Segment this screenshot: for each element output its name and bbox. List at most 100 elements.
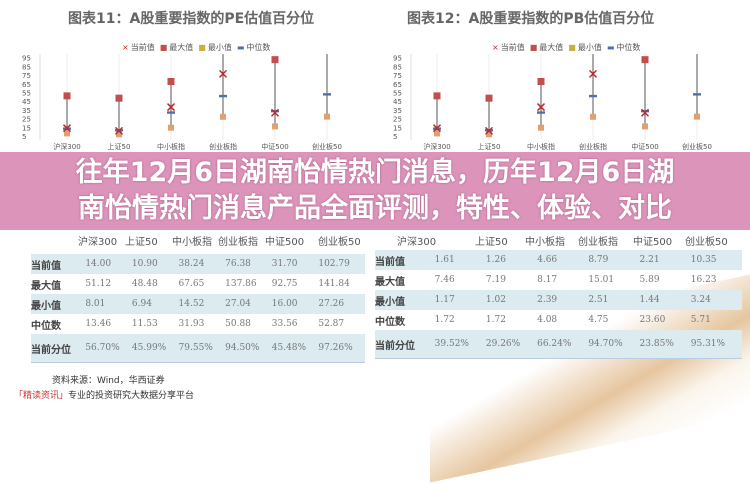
legend-item: ■ 最大值: [160, 42, 194, 53]
table-cell: 31.93: [178, 319, 205, 329]
x-marker-icon: ×: [492, 43, 499, 52]
table-cell: 14.00: [85, 259, 112, 269]
pe-panel: 图表11：A股重要指数的PE估值百分位 × 当前值 ■ 最大值 ■ 最小值 ▬ 中位数 …: [0, 0, 375, 401]
median-marker: [167, 111, 175, 114]
footer-clipped: 「精读资讯」专业的投资研究大数据分享平台: [14, 388, 194, 401]
table-row: 最大值 51.12 48.48 67.65 137.86 92.75 141.84: [31, 274, 365, 294]
x-tick-label: 中小板指: [527, 142, 555, 151]
row-label: 最大值: [31, 280, 61, 292]
table-cell: 1.61: [434, 255, 455, 265]
legend-label: 最大值: [169, 43, 194, 52]
row-label: 最大值: [375, 276, 405, 288]
table-cell: 10.90: [131, 259, 158, 269]
table-cell: 16.23: [690, 275, 717, 285]
x-tick-label: 沪深300: [423, 142, 450, 151]
square-marker-icon: ■: [198, 43, 206, 52]
table-cell: 1.02: [485, 295, 506, 305]
x-tick-label: 创业板指: [209, 142, 237, 151]
source-note: 资料来源：Wind，华西证券: [52, 376, 165, 386]
x-tick-label: 创业板50: [312, 142, 342, 151]
square-marker-icon: ■: [529, 43, 538, 52]
min-marker: [590, 113, 596, 120]
column-header: 中小板指: [172, 237, 212, 248]
table-cell: 14.52: [178, 299, 205, 309]
table-cell: 51.12: [85, 279, 112, 289]
y-tick-label: 75: [22, 72, 31, 80]
footer-brand: 「精读资讯」: [14, 391, 69, 401]
column-header: 创业板指: [578, 237, 618, 248]
legend-label: 最小值: [207, 43, 232, 52]
legend-item: ▬ 中位数: [607, 42, 641, 53]
table-cell: 45.48%: [271, 343, 307, 353]
median-marker: [219, 94, 227, 98]
table-cell: 5.89: [639, 275, 660, 285]
table-cell: 7.19: [485, 275, 506, 285]
y-tick-label: 25: [393, 116, 402, 124]
dash-marker-icon: ▬: [236, 43, 245, 52]
y-tick-label: 35: [393, 107, 402, 115]
row-label: 当前分位: [375, 340, 415, 352]
row-label: 当前值: [375, 256, 405, 268]
table-cell: 94.70%: [588, 339, 623, 349]
y-tick-label: 55: [22, 90, 31, 98]
table-row: 当前分位 39.52% 29.26% 66.24% 94.70% 23.85% 95.31%: [375, 330, 742, 359]
table-cell: 31.70: [271, 259, 298, 269]
max-marker: [167, 77, 175, 85]
min-marker: [694, 113, 700, 120]
table-cell: 29.26%: [485, 339, 521, 349]
y-tick-label: 85: [22, 63, 31, 71]
table-cell: 27.26: [318, 299, 345, 309]
table-cell: 52.87: [318, 319, 345, 329]
max-marker: [115, 94, 123, 102]
legend-item: ■ 最小值: [198, 42, 232, 53]
median-marker: [271, 109, 279, 113]
max-marker: [433, 92, 441, 100]
legend-item: ■ 最小值: [568, 42, 602, 53]
table-cell: 8.01: [85, 299, 106, 309]
table-cell: 33.56: [271, 319, 298, 329]
table-cell: 67.65: [178, 279, 205, 289]
legend-item: ■ 最大值: [530, 42, 564, 53]
chart-title: 图表12：A股重要指数的PB估值百分位: [407, 11, 655, 27]
column-header: 上证50: [125, 237, 158, 248]
table-cell: 4.75: [588, 315, 609, 325]
median-marker: [589, 94, 597, 98]
legend-label: 当前值: [500, 43, 525, 52]
pe-table: 当前值 14.00 10.90 38.24 76.38 31.70 102.79 最大值 51.…: [31, 254, 365, 363]
table-cell: 94.50%: [225, 343, 260, 353]
y-tick-label: 45: [22, 98, 31, 106]
pb-table: 当前值 1.61 1.26 4.66 8.79 2.21 10.35 最大值 7.46 7.19 8…: [375, 250, 742, 359]
min-marker: [486, 131, 492, 138]
table-row: 中位数 1.72 1.72 4.08 4.75 23.60 5.71: [375, 310, 742, 330]
row-label: 当前值: [31, 260, 61, 272]
table-cell: 56.70%: [85, 343, 120, 353]
table-cell: 11.53: [131, 319, 158, 329]
x-tick-label: 上证50: [108, 142, 131, 151]
legend-item: ▬ 中位数: [237, 42, 271, 53]
table-row: 中位数 13.46 11.53 31.93 50.88 33.56 52.87: [31, 314, 365, 334]
row-label: 中位数: [31, 320, 61, 332]
max-marker: [641, 56, 649, 64]
column-header: 中证500: [265, 237, 305, 248]
min-marker: [272, 123, 278, 130]
y-tick-label: 5: [393, 133, 397, 141]
column-header: 沪深300: [78, 237, 118, 248]
table-cell: 45.99%: [131, 343, 167, 353]
y-tick-label: 55: [393, 90, 402, 98]
column-header: 上证50: [475, 237, 508, 248]
current-marker: [588, 69, 598, 78]
table-cell: 10.35: [690, 255, 717, 265]
table-cell: 2.39: [537, 295, 558, 305]
table-cell: 79.55%: [178, 343, 213, 353]
table-cell: 97.26%: [318, 343, 353, 353]
column-header: 创业板指: [218, 237, 258, 248]
current-marker: [536, 103, 546, 112]
table-cell: 2.21: [639, 255, 660, 265]
legend-label: 当前值: [130, 43, 155, 52]
table-cell: 102.79: [318, 259, 350, 269]
legend-item: × 当前值: [122, 42, 155, 53]
square-marker-icon: ■: [159, 43, 168, 52]
table-cell: 76.38: [225, 259, 251, 269]
y-tick-label: 5: [22, 133, 26, 141]
